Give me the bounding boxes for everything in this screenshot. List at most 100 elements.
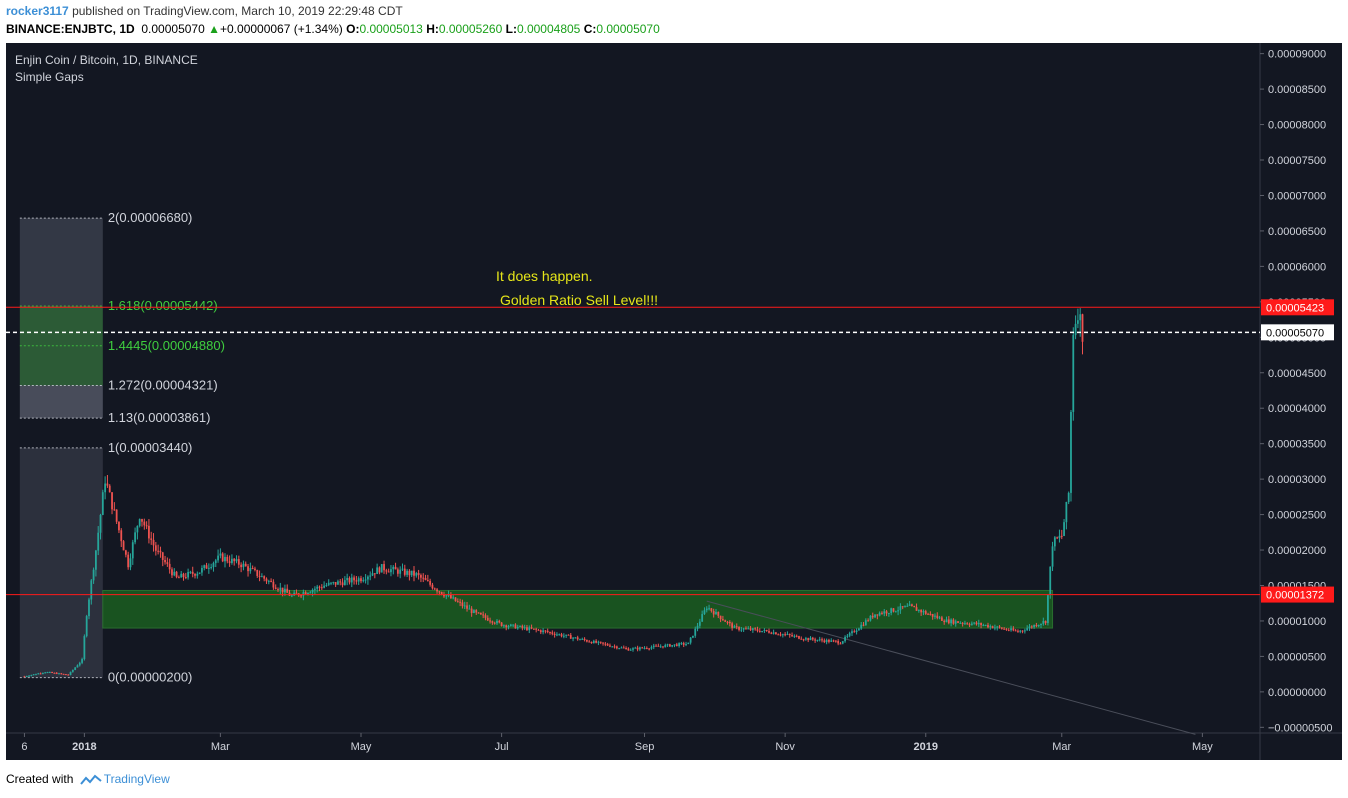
candle-body — [724, 620, 727, 622]
candle-body — [558, 634, 561, 636]
candle-body — [443, 594, 445, 597]
candle-body — [708, 608, 710, 610]
candle-body — [509, 624, 512, 627]
candle-body — [964, 623, 966, 625]
candle-body — [482, 614, 485, 616]
candle-body — [588, 641, 591, 643]
candle-body — [825, 639, 828, 643]
candle-body — [719, 615, 722, 620]
candle-body — [247, 566, 249, 572]
candle-body — [122, 541, 125, 551]
candle-body — [772, 632, 775, 634]
up-arrow-icon: ▲ — [208, 22, 220, 36]
candle-body — [394, 566, 397, 570]
candle-body — [505, 625, 508, 628]
candle-body — [807, 638, 810, 641]
candle-body — [934, 615, 936, 617]
price-tick-label: 0.00009000 — [1268, 49, 1326, 61]
candle-body — [742, 628, 745, 630]
candle-body — [41, 672, 44, 674]
candle-body — [537, 629, 540, 631]
candle-body — [339, 581, 342, 583]
candle-body — [675, 644, 678, 646]
candle-body — [970, 623, 973, 625]
candle-body — [553, 633, 556, 636]
candle-body — [530, 627, 533, 629]
candle-body — [668, 644, 671, 647]
candle-body — [184, 577, 187, 579]
candle-body — [436, 589, 438, 592]
candle-body — [420, 575, 422, 578]
candle-body — [396, 569, 399, 574]
price-tick-label: 0.00004500 — [1268, 368, 1326, 380]
candle-body — [177, 577, 180, 579]
candle-body — [226, 556, 229, 562]
candle-body — [1028, 626, 1031, 629]
price-tick-label: 0.00003000 — [1268, 474, 1326, 486]
candle-body — [493, 622, 496, 624]
candle-body — [65, 674, 67, 676]
candle-body — [632, 648, 634, 650]
candle-body — [611, 646, 614, 648]
fib-zone — [19, 385, 103, 419]
tradingview-link[interactable]: TradingView — [103, 772, 170, 786]
candle-body — [717, 611, 720, 616]
candle-body — [740, 629, 743, 631]
candle-body — [574, 637, 577, 639]
candle-body — [180, 573, 183, 578]
candle-body — [461, 602, 464, 607]
candle-body — [648, 648, 651, 650]
candle-body — [567, 634, 570, 636]
candle-body — [166, 562, 169, 564]
candle-body — [844, 636, 846, 642]
candle-body — [364, 579, 367, 581]
candle-body — [911, 604, 913, 606]
chart-panel[interactable]: 0.00009000 0.00008500 0.00008000 0.00007500… — [6, 43, 1342, 760]
candle-body — [560, 634, 563, 637]
candle-body — [851, 631, 853, 634]
candle-body — [484, 615, 487, 618]
candle-body — [579, 639, 581, 641]
candle-body — [959, 622, 962, 624]
candle-body — [791, 635, 793, 637]
candle-body — [390, 569, 392, 573]
candle-body — [523, 627, 526, 629]
price-tick-label: 0.00000000 — [1268, 687, 1326, 699]
candle-body — [233, 558, 236, 562]
time-tick-label: Nov — [775, 741, 795, 753]
candle-body — [500, 622, 503, 627]
candle-body — [655, 645, 657, 647]
candle-body — [157, 550, 160, 552]
candle-body — [929, 613, 932, 615]
candle-body — [327, 582, 330, 586]
price-chart[interactable]: 0.00009000 0.00008500 0.00008000 0.00007500… — [6, 43, 1342, 760]
candle-body — [113, 509, 116, 511]
candle-body — [968, 624, 971, 626]
candle-body — [855, 630, 858, 633]
candle-body — [996, 626, 999, 628]
username-link[interactable]: rocker3117 — [6, 4, 69, 18]
candle-body — [152, 539, 155, 546]
candle-body — [207, 567, 210, 569]
fib-level-label: 0(0.00000200) — [108, 670, 193, 685]
candle-body — [459, 601, 462, 603]
candle-body — [334, 582, 337, 585]
candle-body — [620, 647, 623, 649]
candle-body — [1049, 566, 1052, 595]
candle-body — [263, 576, 266, 579]
price-tick-label: 0.00006500 — [1268, 226, 1326, 238]
candle-body — [260, 576, 263, 578]
candle-body — [629, 649, 632, 651]
candle-body — [745, 628, 747, 630]
candle-body — [309, 592, 312, 594]
candle-body — [775, 632, 777, 635]
candle-body — [150, 538, 153, 540]
candle-body — [258, 575, 261, 577]
candle-body — [583, 638, 586, 641]
candle-body — [595, 640, 598, 643]
candle-body — [104, 483, 107, 493]
candle-body — [544, 630, 547, 632]
candle-body — [542, 630, 544, 633]
candle-body — [456, 601, 459, 603]
candle-body — [901, 606, 904, 608]
